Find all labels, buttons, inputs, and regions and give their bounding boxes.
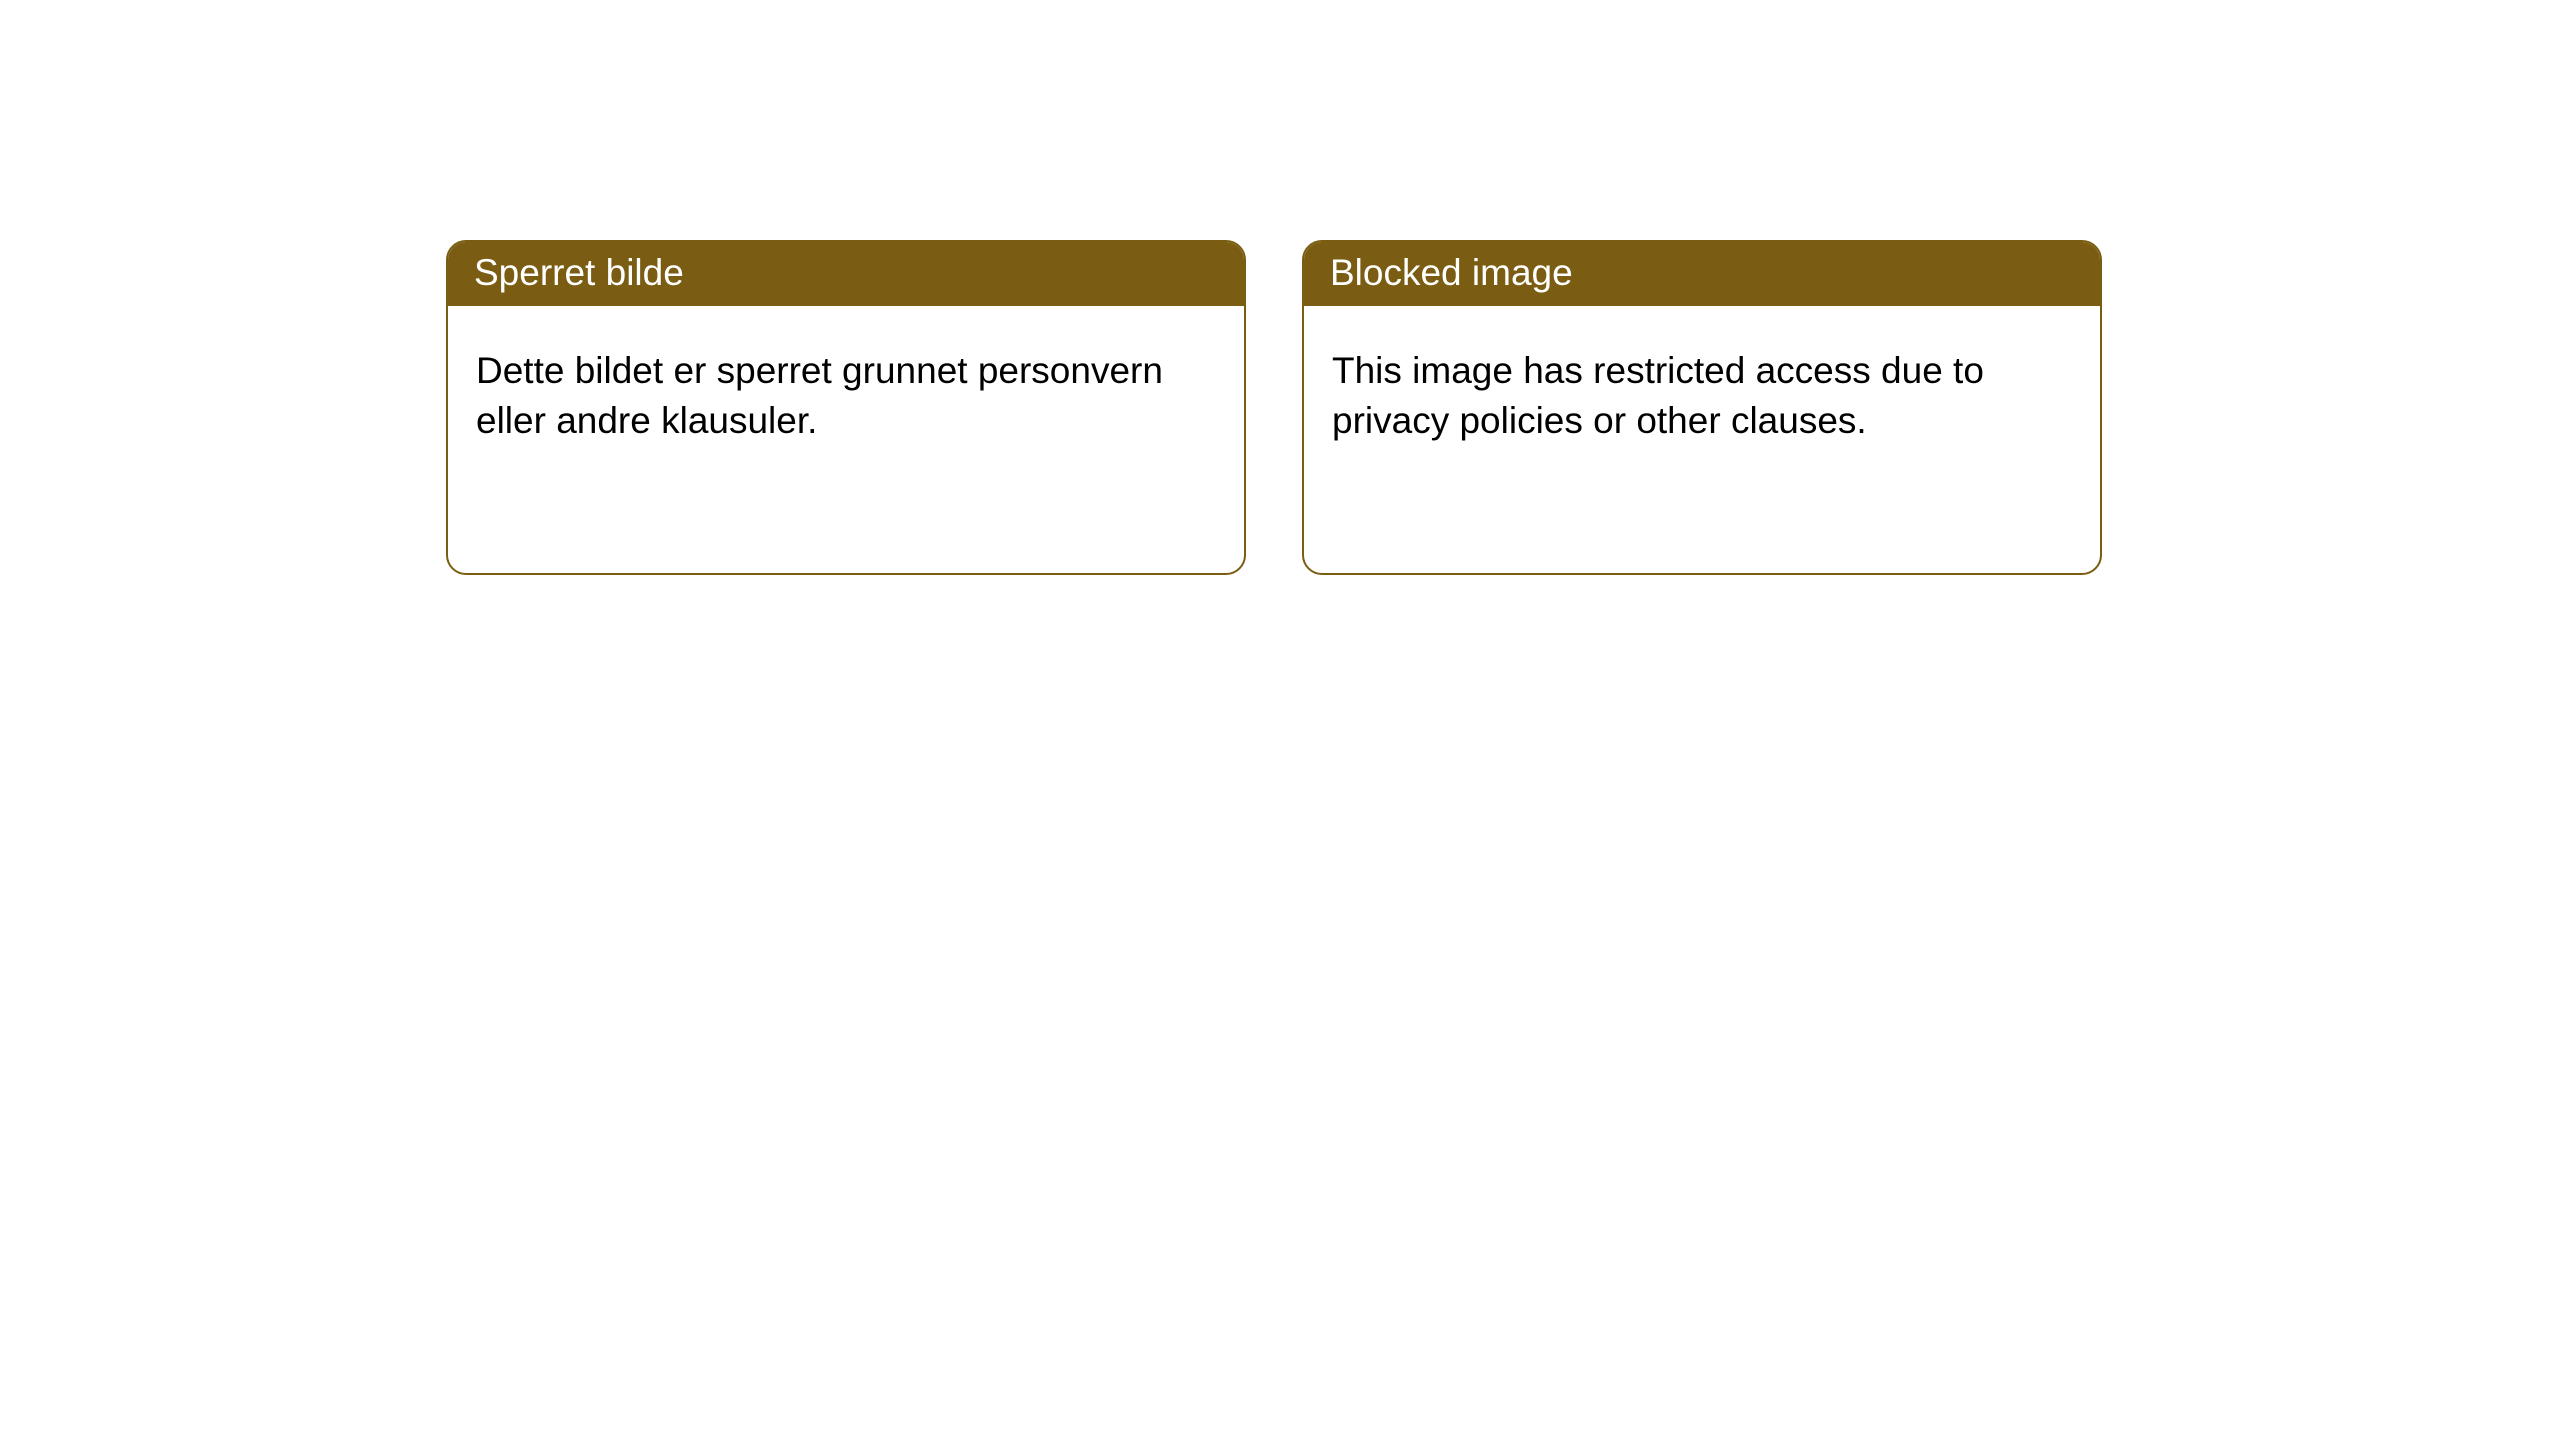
notice-body: This image has restricted access due to … [1304,306,2100,486]
notice-card-norwegian: Sperret bilde Dette bildet er sperret gr… [446,240,1246,575]
notice-card-english: Blocked image This image has restricted … [1302,240,2102,575]
notice-title: Blocked image [1304,242,2100,306]
notice-body: Dette bildet er sperret grunnet personve… [448,306,1244,486]
notice-title: Sperret bilde [448,242,1244,306]
notice-container: Sperret bilde Dette bildet er sperret gr… [0,0,2560,575]
